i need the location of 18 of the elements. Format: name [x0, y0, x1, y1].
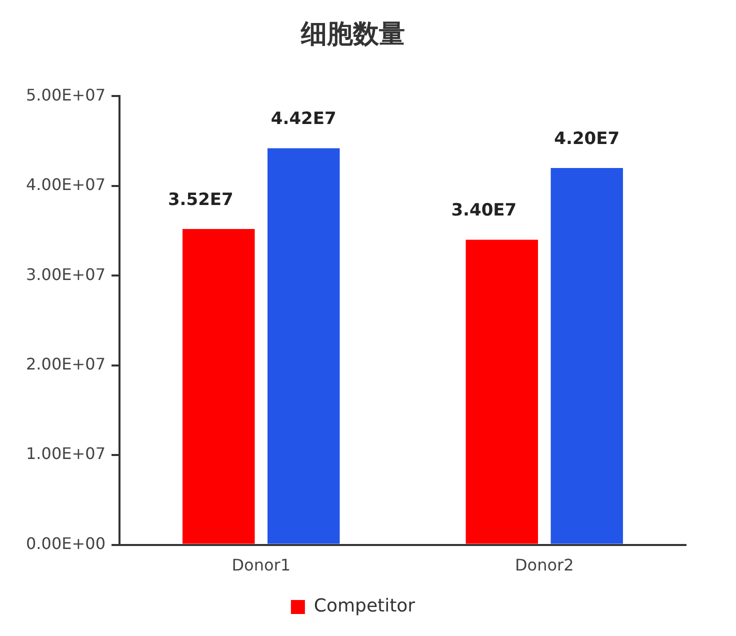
chart-title: 细胞数量: [300, 19, 405, 50]
y-tick-label: 5.00E+07: [26, 85, 106, 104]
y-tick-label: 4.00E+07: [26, 175, 106, 194]
data-label: 4.20E7: [554, 128, 620, 149]
bar: [268, 148, 340, 544]
y-tick-label: 2.00E+07: [26, 354, 106, 374]
bar: [550, 168, 623, 544]
y-tick-label: 0.00E+00: [26, 534, 106, 553]
data-label: 4.42E7: [270, 109, 336, 130]
y-tick-label: 3.00E+07: [26, 264, 106, 284]
x-tick-label: Donor2: [514, 556, 574, 575]
legend-label: Competitor: [314, 596, 416, 617]
bar: [466, 240, 538, 544]
x-tick-label: Donor1: [232, 556, 291, 575]
bar: [182, 228, 255, 544]
data-label: 3.40E7: [451, 200, 517, 221]
data-label: 3.52E7: [168, 190, 234, 210]
y-tick-label: 1.00E+07: [26, 444, 106, 464]
